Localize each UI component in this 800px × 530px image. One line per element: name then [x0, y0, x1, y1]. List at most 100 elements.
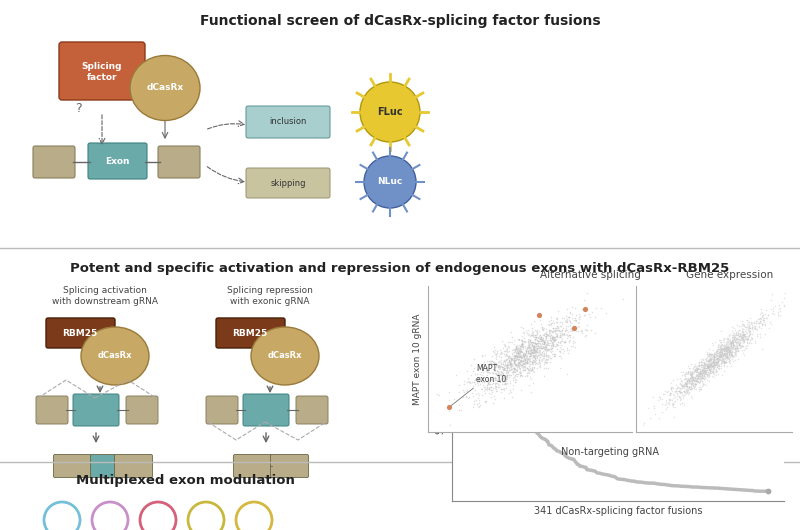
Point — [508, 359, 521, 367]
Point — [663, 395, 676, 403]
Point — [722, 343, 734, 351]
Point — [689, 381, 702, 390]
Point — [521, 364, 534, 372]
Point — [468, 386, 481, 394]
Point — [473, 399, 486, 408]
Point — [698, 359, 711, 367]
Point — [489, 380, 502, 388]
Point — [727, 335, 740, 343]
Point — [454, 406, 467, 414]
Point — [542, 341, 555, 349]
Point — [529, 346, 542, 354]
Point — [533, 343, 546, 352]
Point — [745, 319, 758, 327]
Point — [673, 387, 686, 395]
Point — [489, 378, 502, 387]
Point — [537, 342, 550, 350]
Point — [668, 403, 681, 411]
Point — [526, 329, 538, 337]
Point — [536, 334, 549, 343]
Point — [510, 354, 523, 363]
Point — [686, 394, 698, 402]
Point — [717, 355, 730, 363]
Point — [681, 375, 694, 383]
Point — [674, 392, 686, 401]
Point — [726, 339, 739, 348]
Point — [737, 349, 750, 358]
Point — [722, 338, 734, 346]
Point — [727, 334, 740, 343]
Point — [500, 351, 513, 359]
Point — [513, 358, 526, 367]
Point — [564, 325, 577, 333]
Point — [696, 370, 709, 379]
Point — [678, 372, 691, 380]
Point — [535, 341, 548, 350]
Point — [692, 369, 705, 377]
Point — [758, 314, 771, 322]
Point — [515, 372, 528, 381]
Point — [544, 347, 557, 356]
Point — [714, 357, 727, 366]
Point — [703, 357, 716, 365]
Point — [730, 339, 742, 348]
Point — [703, 361, 716, 369]
Point — [543, 358, 556, 366]
Point — [754, 332, 766, 341]
Point — [579, 331, 592, 340]
Point — [734, 343, 747, 351]
Point — [702, 361, 715, 369]
Point — [709, 348, 722, 357]
Point — [527, 358, 540, 366]
Point — [486, 384, 499, 392]
Point — [657, 390, 670, 398]
Point — [569, 314, 582, 323]
Point — [698, 368, 711, 376]
Point — [527, 363, 540, 372]
Point — [721, 333, 734, 342]
Point — [731, 335, 744, 344]
Point — [738, 343, 751, 352]
Point — [543, 330, 556, 338]
Point — [526, 367, 539, 375]
Point — [546, 335, 559, 343]
Point — [686, 377, 698, 386]
Point — [540, 333, 553, 342]
Point — [514, 352, 527, 360]
Point — [476, 385, 489, 394]
Point — [723, 349, 736, 357]
Point — [514, 365, 526, 373]
Point — [674, 379, 686, 388]
Point — [523, 349, 536, 358]
Point — [494, 349, 507, 358]
Point — [564, 342, 577, 350]
Point — [523, 338, 536, 346]
Point — [476, 351, 489, 359]
Point — [570, 317, 582, 325]
Point — [692, 369, 705, 378]
Point — [735, 342, 748, 350]
Point — [682, 376, 695, 384]
Point — [702, 363, 714, 372]
Point — [545, 345, 558, 354]
Point — [541, 344, 554, 353]
Point — [518, 337, 531, 346]
Point — [460, 392, 473, 400]
Point — [704, 363, 717, 371]
Point — [576, 327, 589, 335]
Point — [715, 357, 728, 365]
Point — [516, 336, 529, 344]
Point — [675, 388, 688, 396]
Point — [543, 335, 556, 344]
Point — [544, 329, 557, 338]
Point — [725, 334, 738, 343]
Point — [526, 346, 539, 355]
Point — [741, 325, 754, 334]
Point — [678, 401, 690, 409]
Point — [539, 338, 552, 347]
Point — [572, 317, 585, 326]
Point — [733, 340, 746, 349]
Point — [510, 365, 522, 374]
Point — [700, 365, 713, 374]
Point — [508, 359, 521, 367]
